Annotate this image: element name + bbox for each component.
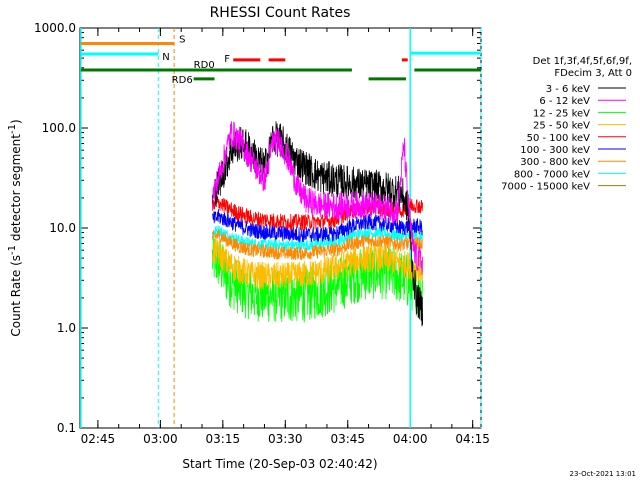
y-axis-label: Count Rate (s-1 detector segment-1) [7,119,23,336]
y-label-mid: detector segment [9,134,23,245]
series-line-6 [212,229,423,260]
data-series [212,121,423,327]
y-tick-label-3: 100.0 [42,121,76,135]
y-label-end: ) [9,119,23,124]
s-bar-label: S [179,34,185,45]
y-tick-label-4: 1000.0 [34,21,76,35]
y-label-main: Count Rate (s [9,255,23,337]
legend-label-8: 7000 - 15000 keV [501,182,590,193]
series-line-5 [212,208,423,243]
legend-header-1: FDecim 3, Att 0 [554,68,632,79]
legend-label-6: 300 - 800 keV [520,157,590,168]
x-tick-label-2: 03:15 [206,432,241,446]
y-label-sup2: -1 [7,124,18,134]
y-tick-label-0: 0.1 [57,421,76,435]
f-bar-label: F [224,54,230,65]
legend: Det 1f,3f,4f,5f,6f,9f,FDecim 3, Att 0 3 -… [501,56,632,193]
legend-header-0: Det 1f,3f,4f,5f,6f,9f, [533,56,632,67]
series-line-4 [212,196,423,231]
x-tick-label-3: 03:30 [268,432,303,446]
legend-label-5: 100 - 300 keV [520,145,590,156]
legend-label-2: 12 - 25 keV [533,108,590,119]
y-label-sup1: -1 [7,245,18,255]
rd6-label: RD6 [172,75,193,86]
x-tick-label-4: 03:45 [330,432,365,446]
chart-title: RHESSI Count Rates [210,5,351,21]
x-axis-label: Start Time (20-Sep-03 02:40:42) [182,457,377,471]
x-tick-label-1: 03:00 [143,432,178,446]
rd0-label: RD0 [194,60,215,71]
series-line-3 [212,237,423,290]
legend-label-1: 6 - 12 keV [539,96,590,107]
legend-label-4: 50 - 100 keV [527,133,591,144]
legend-label-3: 25 - 50 keV [533,121,590,132]
x-tick-label-0: 02:45 [81,432,116,446]
x-tick-label-6: 04:15 [455,432,490,446]
y-tick-label-1: 1.0 [57,321,76,335]
series-line-1 [212,121,423,275]
legend-label-7: 800 - 7000 keV [514,169,590,180]
legend-label-0: 3 - 6 keV [546,84,590,95]
x-tick-label-5: 04:00 [393,432,428,446]
timestamp: 23-Oct-2021 13:01 [570,470,636,478]
x-axis: 02:45 03:00 03:15 03:30 03:45 04:00 04:15 [81,28,490,446]
n-bar-0-label: N [162,52,169,63]
y-tick-label-2: 10.0 [49,221,76,235]
y-axis: 0.1 1.0 10.0 100.0 1000.0 [34,21,481,435]
